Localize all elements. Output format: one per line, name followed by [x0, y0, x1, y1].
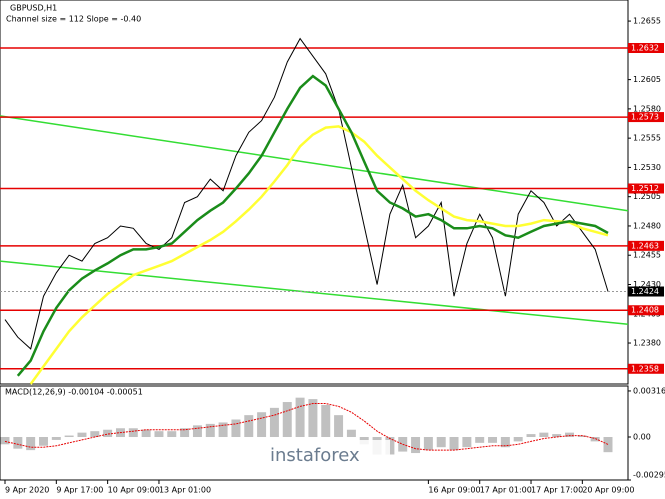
y-tick-label: 1.2455 — [633, 251, 661, 260]
macd-bar — [26, 437, 36, 451]
x-tick-label: 13 Apr 01:00 — [159, 486, 211, 495]
macd-bar — [526, 434, 536, 438]
series-line — [29, 125, 609, 385]
macd-bar — [334, 415, 344, 438]
macd-bar — [103, 429, 113, 438]
macd-bar — [205, 423, 215, 438]
y-tick-label: 1.2655 — [633, 17, 661, 26]
y-tick-label: 1.2380 — [633, 339, 661, 348]
level-label: 1.2408 — [631, 306, 659, 315]
level-label-box — [628, 112, 664, 123]
macd-bar — [346, 429, 356, 438]
macd-bar — [462, 437, 472, 448]
macd-bar — [488, 437, 498, 443]
macd-bar — [180, 428, 190, 438]
x-tick-label: 9 Apr 17:00 — [56, 486, 103, 495]
macd-bar — [513, 437, 523, 442]
macd-bar — [257, 412, 267, 438]
macd-bar — [449, 437, 459, 451]
y-tick-label: 1.2580 — [633, 104, 661, 113]
macd-bar — [411, 437, 421, 454]
y-tick-label: 1.2480 — [633, 221, 661, 230]
watermark: instaforex — [270, 445, 360, 466]
macd-bar — [0, 437, 10, 445]
last-price-box — [628, 286, 664, 297]
macd-title: MACD(12,26,9) -0.00104 -0.00051 — [5, 388, 143, 397]
level-label: 1.2512 — [631, 184, 659, 193]
macd-bar — [295, 397, 305, 438]
y-tick-label: 1.2605 — [633, 75, 661, 84]
x-tick-label: 16 Apr 09:00 — [428, 486, 480, 495]
symbol-title: GBPUSD,H1 — [10, 4, 57, 13]
y-tick-label: 1.2530 — [633, 163, 661, 172]
watermark-bg — [240, 440, 390, 470]
macd-y-tick-label: 0.00 — [633, 433, 651, 442]
macd-bar — [603, 437, 613, 453]
macd-bar — [577, 435, 587, 438]
level-label-box — [628, 305, 664, 316]
series-line — [16, 74, 609, 377]
level-label-box — [628, 183, 664, 194]
macd-bar — [321, 404, 331, 438]
macd-bar — [154, 431, 164, 438]
x-tick-label: 17 Apr 01:00 — [480, 486, 532, 495]
macd-bar — [38, 437, 48, 446]
macd-bar — [13, 437, 23, 449]
macd-bar — [244, 415, 254, 438]
macd-bar — [423, 437, 433, 451]
macd-bar — [128, 428, 138, 438]
macd-bar — [64, 435, 74, 438]
macd-bar — [192, 425, 202, 438]
macd-bar — [590, 437, 600, 442]
macd-bar — [167, 431, 177, 438]
x-tick-label: 10 Apr 09:00 — [108, 486, 160, 495]
y-tick-label: 1.2505 — [633, 192, 661, 201]
level-label: 1.2632 — [631, 44, 659, 53]
macd-bar — [436, 437, 446, 448]
macd-bar — [282, 402, 292, 438]
macd-bar — [539, 432, 549, 438]
macd-bar — [218, 422, 228, 438]
level-label-box — [628, 363, 664, 374]
trend-line — [0, 260, 629, 326]
macd-bar — [77, 432, 87, 438]
x-tick-label: 9 Apr 2020 — [5, 486, 49, 495]
macd-bar — [141, 429, 151, 438]
channel-info: Channel size = 112 Slope = -0.40 — [6, 15, 141, 24]
level-label-box — [628, 43, 664, 53]
macd-y-tick-label: 0.00316 — [633, 386, 665, 395]
macd-bar — [308, 399, 318, 438]
macd-bar — [90, 431, 100, 438]
macd-bar — [51, 437, 61, 440]
macd-bar — [552, 434, 562, 438]
macd-bar — [565, 432, 575, 438]
y-tick-label: 1.2430 — [633, 280, 661, 289]
x-tick-label: 20 Apr 09:00 — [582, 486, 634, 495]
macd-bar — [500, 437, 510, 448]
last-price-label: 1.2424 — [631, 287, 659, 296]
macd-y-tick-label: -0.00295 — [633, 471, 665, 480]
level-label: 1.2358 — [631, 364, 659, 373]
y-tick-label: 1.2555 — [633, 134, 661, 143]
level-label: 1.2463 — [631, 241, 659, 250]
x-tick-label: 17 Apr 17:00 — [531, 486, 583, 495]
level-label-box — [628, 240, 664, 251]
level-label: 1.2573 — [631, 113, 659, 122]
price-panel — [0, 0, 629, 385]
macd-signal — [4, 403, 609, 451]
macd-bar — [231, 419, 241, 438]
series-line — [4, 37, 609, 350]
macd-bar — [475, 437, 485, 443]
trend-line — [0, 115, 629, 212]
macd-bar — [269, 407, 279, 438]
